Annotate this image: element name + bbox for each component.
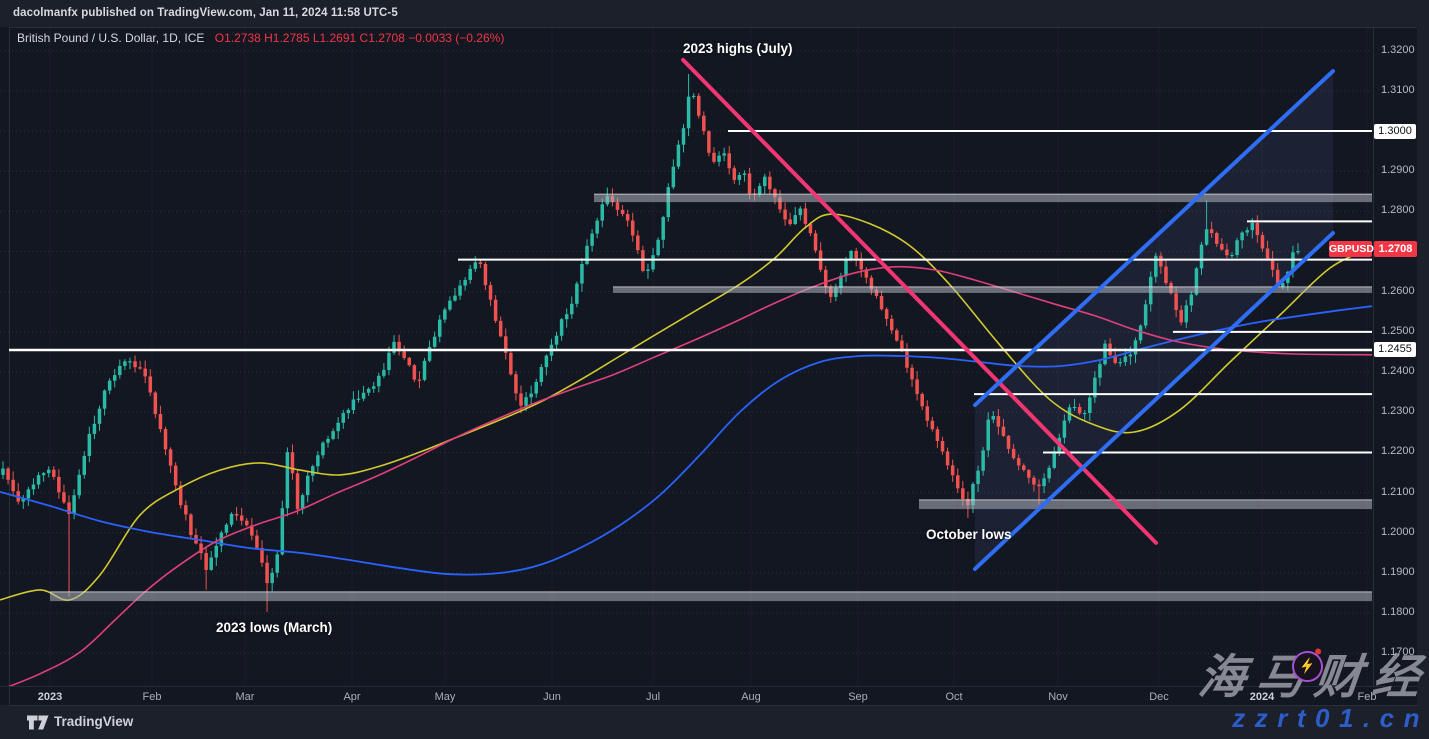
price-axis-label: 1.1700: [1381, 646, 1415, 659]
price-axis-label: 1.2900: [1381, 164, 1415, 177]
time-axis[interactable]: 2023 Feb Mar Apr May Jun Jul Aug Sep Oct Nov Dec 202…: [0, 686, 1417, 706]
channel-lower-trendline[interactable]: [973, 231, 1335, 571]
right-margin: [1417, 27, 1429, 705]
time-axis-label: 2023: [37, 691, 63, 703]
time-axis-label: Dec: [1149, 691, 1169, 703]
last-price-badge: 1.2708: [1374, 241, 1417, 257]
time-axis-label: Apr: [343, 691, 361, 703]
published-info-text: dacolmanfx published on TradingView.com,…: [13, 7, 398, 19]
support-resistance-band[interactable]: [594, 194, 1372, 203]
symbol-title: British Pound / U.S. Dollar, 1D, ICE: [17, 31, 205, 45]
descending-resistance-trendline[interactable]: [681, 57, 1158, 545]
time-axis-label: Aug: [741, 691, 761, 703]
candles-layer: [1, 73, 1300, 612]
published-header-bar: dacolmanfx published on TradingView.com,…: [0, 0, 1429, 27]
tradingview-logo-icon[interactable]: [27, 714, 49, 731]
channel-upper-trendline[interactable]: [973, 69, 1335, 408]
time-axis-label: Mar: [235, 691, 255, 703]
price-axis-label: 1.2000: [1381, 525, 1415, 538]
boxed-price-label: 1.2455: [1374, 342, 1416, 358]
price-chart[interactable]: [0, 27, 1372, 686]
chart-annotation: 2023 lows (March): [216, 620, 333, 635]
symbol-legend[interactable]: British Pound / U.S. Dollar, 1D, ICE O1.…: [17, 31, 504, 45]
price-axis-label: 1.2200: [1381, 445, 1415, 458]
chart-annotation: October lows: [926, 527, 1012, 542]
time-axis-label: Jun: [543, 691, 561, 703]
support-resistance-band[interactable]: [613, 286, 1372, 293]
price-axis-label: 1.2100: [1381, 485, 1415, 498]
time-axis-label: Feb: [142, 691, 162, 703]
time-axis-label: Sep: [848, 691, 868, 703]
time-axis-label: 2024: [1249, 691, 1275, 703]
ma-blue-line[interactable]: [0, 305, 1372, 576]
tradingview-brand-text[interactable]: TradingView: [54, 714, 134, 729]
boxed-price-label: 1.3000: [1374, 123, 1416, 139]
price-axis-label: 1.2800: [1381, 204, 1415, 217]
ma-yellow-line[interactable]: [0, 213, 1372, 601]
time-axis-label: Jul: [645, 691, 661, 703]
price-axis-label: 1.1800: [1381, 606, 1415, 619]
channel-fill: [975, 71, 1333, 569]
watermark-url-text: zzrt01.cn: [1232, 703, 1429, 733]
ohlc-values: O1.2738 H1.2785 L1.2691 C1.2708 −0.0033 …: [214, 31, 505, 45]
price-axis-label: 1.2300: [1381, 405, 1415, 418]
price-axis[interactable]: 1.3200 1.3100 1.2900 1.2800 1.2600 1.2500 1.24…: [1373, 27, 1418, 686]
time-axis-label: May: [434, 691, 456, 703]
price-axis-label: 1.1900: [1381, 565, 1415, 578]
price-axis-label: 1.2500: [1381, 324, 1415, 337]
price-axis-label: 1.2400: [1381, 365, 1415, 378]
price-axis-label: 1.3100: [1381, 83, 1415, 96]
time-axis-label: Oct: [945, 691, 963, 703]
time-axis-label: Nov: [1048, 691, 1068, 703]
time-axis-label: Feb: [1357, 691, 1377, 703]
support-resistance-band[interactable]: [50, 591, 1372, 602]
chart-annotation: 2023 highs (July): [683, 41, 793, 56]
support-resistance-band[interactable]: [919, 499, 1372, 510]
lightning-icon: ⚡: [1297, 656, 1317, 675]
symbol-price-badge: GBPUSD: [1329, 241, 1374, 257]
price-axis-label: 1.2600: [1381, 284, 1415, 297]
ma-pink-line[interactable]: [0, 265, 1372, 686]
price-axis-label: 1.3200: [1381, 43, 1415, 56]
footer-bar: TradingView: [0, 706, 1429, 739]
